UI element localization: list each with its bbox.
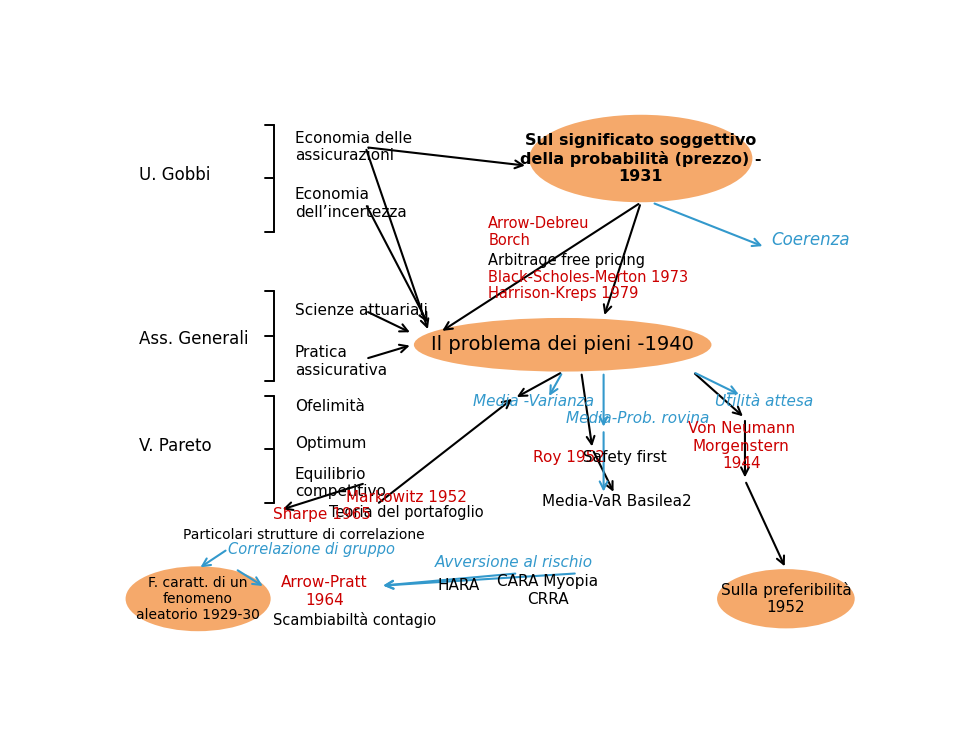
Text: HARA: HARA	[438, 578, 480, 593]
Text: Markowitz 1952: Markowitz 1952	[346, 490, 467, 504]
Text: Sulla preferibilità
1952: Sulla preferibilità 1952	[721, 582, 852, 616]
Ellipse shape	[717, 569, 854, 628]
Text: Equilibrio
competitivo: Equilibrio competitivo	[295, 467, 386, 499]
Text: Media-VaR Basilea2: Media-VaR Basilea2	[542, 493, 692, 509]
Text: CARA Myopia: CARA Myopia	[497, 575, 598, 589]
Ellipse shape	[414, 318, 711, 372]
Text: Media-Prob. rovina: Media-Prob. rovina	[566, 410, 709, 426]
Text: Harrison-Kreps 1979: Harrison-Kreps 1979	[489, 287, 638, 301]
Text: Von Neumann
Morgenstern
1944: Von Neumann Morgenstern 1944	[687, 421, 795, 471]
Text: F. caratt. di un
fenomeno
aleatorio 1929-30: F. caratt. di un fenomeno aleatorio 1929…	[136, 575, 260, 622]
Ellipse shape	[126, 567, 271, 631]
Text: Arbitrage free pricing: Arbitrage free pricing	[489, 253, 645, 268]
Text: Scienze attuariali: Scienze attuariali	[295, 303, 428, 318]
Text: Scambiabiltà contagio: Scambiabiltà contagio	[273, 612, 436, 628]
Text: Roy 1952: Roy 1952	[533, 450, 605, 465]
Text: Optimum: Optimum	[295, 436, 366, 451]
Text: Pratica
assicurativa: Pratica assicurativa	[295, 345, 387, 378]
Text: Sharpe 1965: Sharpe 1965	[273, 507, 371, 522]
Text: Particolari strutture di correlazione: Particolari strutture di correlazione	[183, 528, 425, 542]
Ellipse shape	[529, 115, 753, 202]
Text: Il problema dei pieni -1940: Il problema dei pieni -1940	[431, 335, 694, 354]
Text: U. Gobbi: U. Gobbi	[138, 166, 210, 185]
Text: Economia delle
assicurazioni: Economia delle assicurazioni	[295, 131, 412, 163]
Text: Coerenza: Coerenza	[771, 232, 850, 249]
Text: Teoria del portafoglio: Teoria del portafoglio	[329, 505, 484, 520]
Text: Black-Scholes-Merton 1973: Black-Scholes-Merton 1973	[489, 270, 688, 284]
Text: Utilità attesa: Utilità attesa	[715, 394, 813, 409]
Text: Ofelimità: Ofelimità	[295, 399, 365, 414]
Text: Sul significato soggettivo
della probabilità (prezzo) -
1931: Sul significato soggettivo della probabi…	[520, 133, 761, 184]
Text: V. Pareto: V. Pareto	[138, 438, 211, 455]
Text: Avversione al rischio: Avversione al rischio	[435, 555, 593, 570]
Text: Arrow-Pratt
1964: Arrow-Pratt 1964	[281, 575, 368, 608]
Text: CRRA: CRRA	[527, 592, 568, 608]
Text: Ass. Generali: Ass. Generali	[138, 330, 248, 348]
Text: Media -Varianza: Media -Varianza	[473, 394, 594, 409]
Text: Safety first: Safety first	[578, 450, 666, 465]
Text: Correlazione di gruppo: Correlazione di gruppo	[228, 542, 395, 556]
Text: Economia
dell’incertezza: Economia dell’incertezza	[295, 188, 407, 220]
Text: Arrow-Debreu
Borch: Arrow-Debreu Borch	[489, 216, 589, 248]
